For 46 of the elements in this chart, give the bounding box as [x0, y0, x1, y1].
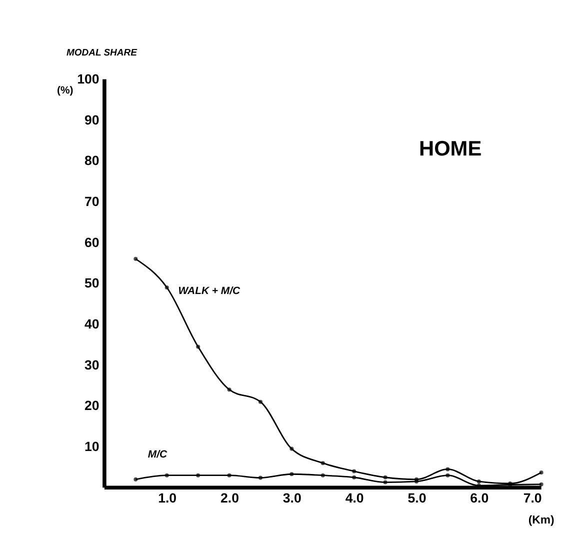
x-tick-label: 4.0	[345, 490, 364, 506]
y-tick-label: 10	[84, 439, 100, 454]
point	[196, 473, 200, 478]
x-tick-label: 7.0	[523, 490, 542, 506]
y-tick-label: 20	[84, 398, 100, 414]
point	[476, 479, 481, 484]
x-tick-label: 3.0	[282, 490, 302, 506]
series-label: M/C	[148, 449, 168, 460]
point	[446, 467, 450, 472]
y-tick-label: 90	[84, 112, 100, 128]
point	[227, 473, 232, 478]
point	[320, 461, 325, 466]
y-axis-title: MODAL SHARE	[66, 48, 138, 58]
point	[290, 472, 294, 476]
point	[352, 475, 356, 480]
point	[352, 469, 356, 474]
point	[164, 473, 169, 478]
point	[539, 482, 544, 486]
x-tick-label: 2.0	[220, 490, 239, 506]
series-label: WALK + M/C	[178, 286, 240, 298]
text: HOME	[418, 137, 482, 160]
point	[446, 473, 450, 478]
point	[227, 388, 232, 392]
y-tick-label: 50	[84, 276, 100, 291]
x-tick-label: 1.0	[158, 490, 177, 506]
y-tick-label: 60	[84, 234, 100, 250]
text: (%)	[56, 85, 74, 96]
y-tick-label: 80	[84, 153, 100, 168]
point	[383, 480, 388, 484]
point	[164, 285, 169, 290]
point	[258, 400, 262, 404]
point	[290, 446, 294, 451]
point	[383, 475, 388, 480]
point	[539, 470, 544, 474]
y-tick-label: 40	[84, 316, 100, 332]
point	[134, 477, 138, 482]
point	[196, 344, 200, 349]
x-tick-label: 5.0	[408, 490, 426, 506]
x-axis-title: (Km)	[528, 514, 554, 527]
y-tick-label: 70	[84, 194, 100, 210]
point	[258, 476, 262, 480]
point	[134, 256, 138, 261]
point	[320, 473, 325, 478]
x-tick-label: 6.0	[470, 490, 489, 506]
y-tick-label: 100	[77, 72, 100, 87]
y-tick-label: 30	[84, 357, 100, 372]
